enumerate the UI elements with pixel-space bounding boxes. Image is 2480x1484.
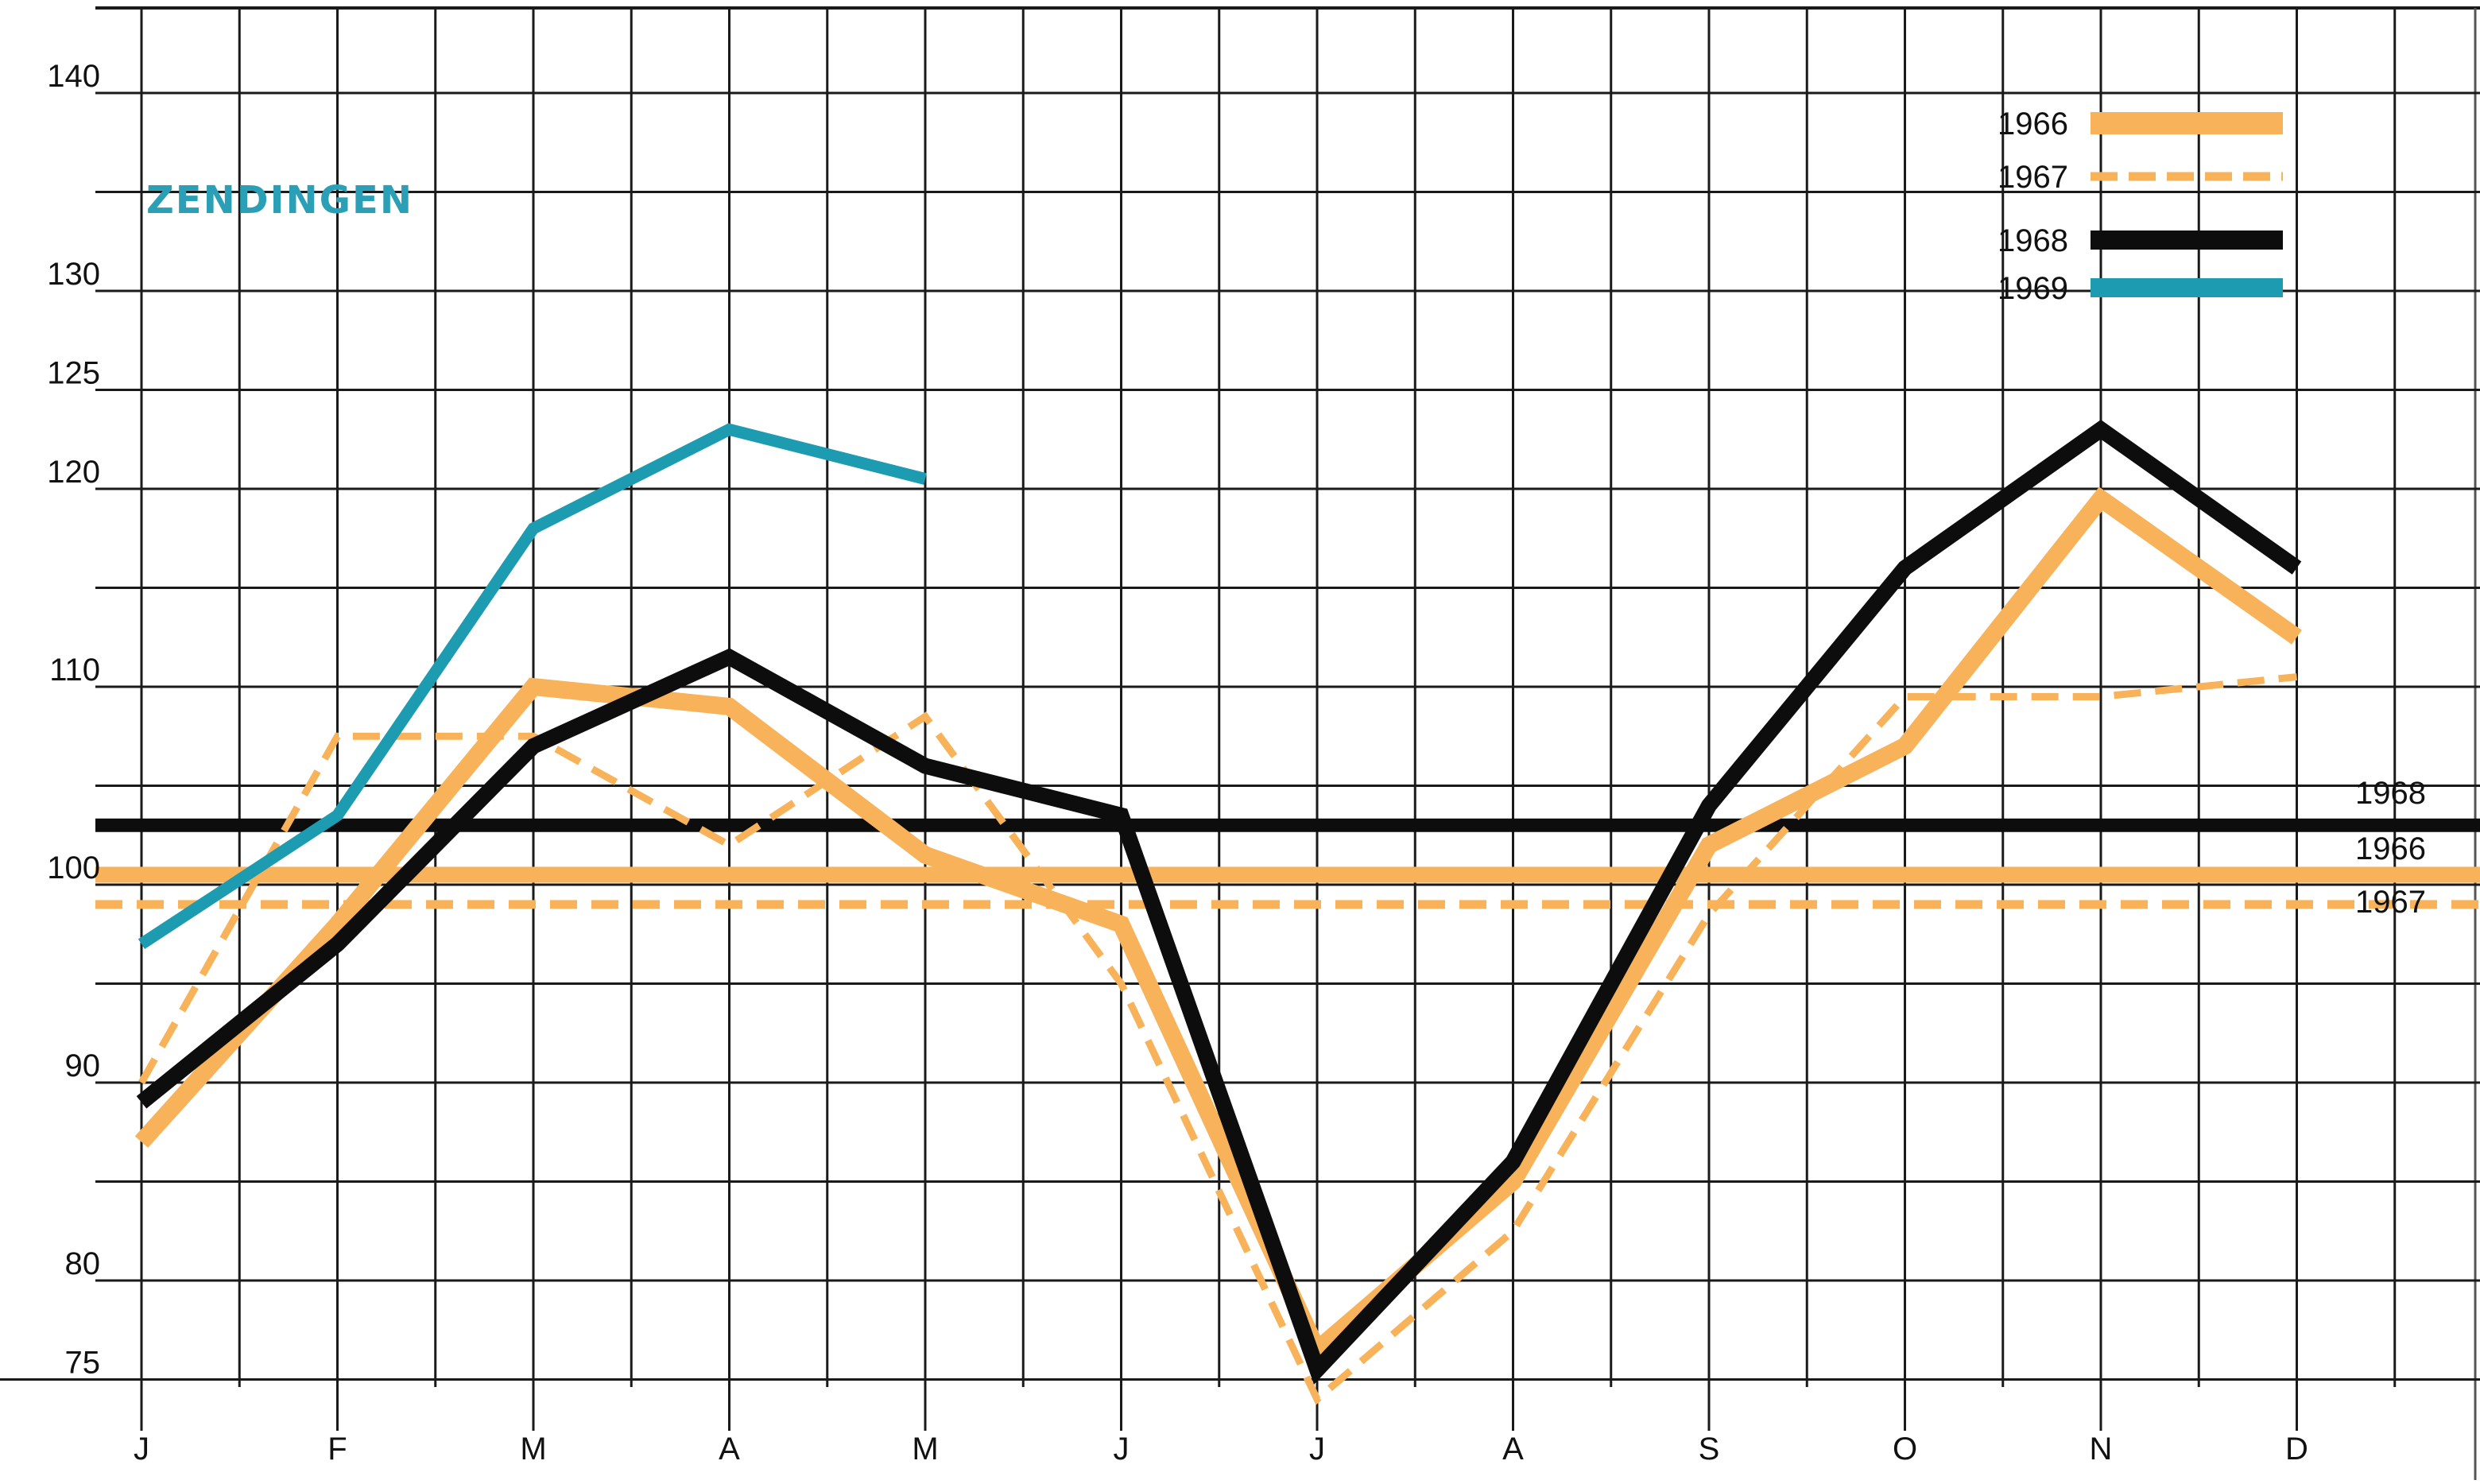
chart-title: ZENDINGEN (146, 178, 413, 223)
x-tick-label: A (719, 1432, 740, 1467)
x-tick-label: M (520, 1432, 546, 1467)
legend-label-1967: 1967 (1998, 160, 2068, 195)
x-tick-label: D (2285, 1432, 2308, 1467)
y-tick-label: 75 (65, 1346, 101, 1381)
y-tick-label: 110 (49, 653, 100, 688)
legend-label-1966: 1966 (1998, 107, 2068, 141)
axis-labels-layer: 1968 1966 1967 140 130 125 120 110 100 90 80 75 J F M A… (47, 59, 2426, 1467)
average-line-label-1968: 1968 (2355, 776, 2426, 811)
y-tick-label: 90 (65, 1048, 101, 1083)
y-tick-label: 130 (47, 257, 100, 292)
legend-label-1968: 1968 (1998, 223, 2068, 258)
series-layer (134, 420, 2302, 1405)
x-tick-label: A (1502, 1432, 1524, 1467)
y-tick-label: 80 (65, 1246, 101, 1281)
x-tick-label: S (1699, 1432, 1720, 1467)
x-tick-label: M (912, 1432, 938, 1467)
average-line-label-1966: 1966 (2355, 831, 2426, 866)
y-tick-label: 140 (47, 59, 100, 94)
series-line-1969 (138, 423, 927, 949)
y-tick-label: 100 (47, 850, 100, 885)
x-tick-label: J (1309, 1432, 1325, 1467)
x-tick-label: O (1893, 1432, 1917, 1467)
average-lines-layer (95, 818, 2480, 909)
series-line-1968 (136, 420, 2302, 1385)
x-tick-label: J (1114, 1432, 1130, 1467)
series-line-1967 (138, 673, 2297, 1405)
x-tick-label: J (134, 1432, 149, 1467)
series-line-1966 (134, 486, 2302, 1364)
y-tick-label: 120 (47, 455, 100, 490)
y-tick-label: 125 (47, 356, 100, 391)
legend-label-1969: 1969 (1998, 271, 2068, 306)
grid-layer (0, 6, 2480, 1480)
legend: 1966 1967 1968 1969 (1998, 107, 2283, 306)
average-line-label-1967: 1967 (2355, 885, 2426, 920)
x-tick-label: F (327, 1432, 347, 1467)
x-tick-label: N (2090, 1432, 2113, 1467)
